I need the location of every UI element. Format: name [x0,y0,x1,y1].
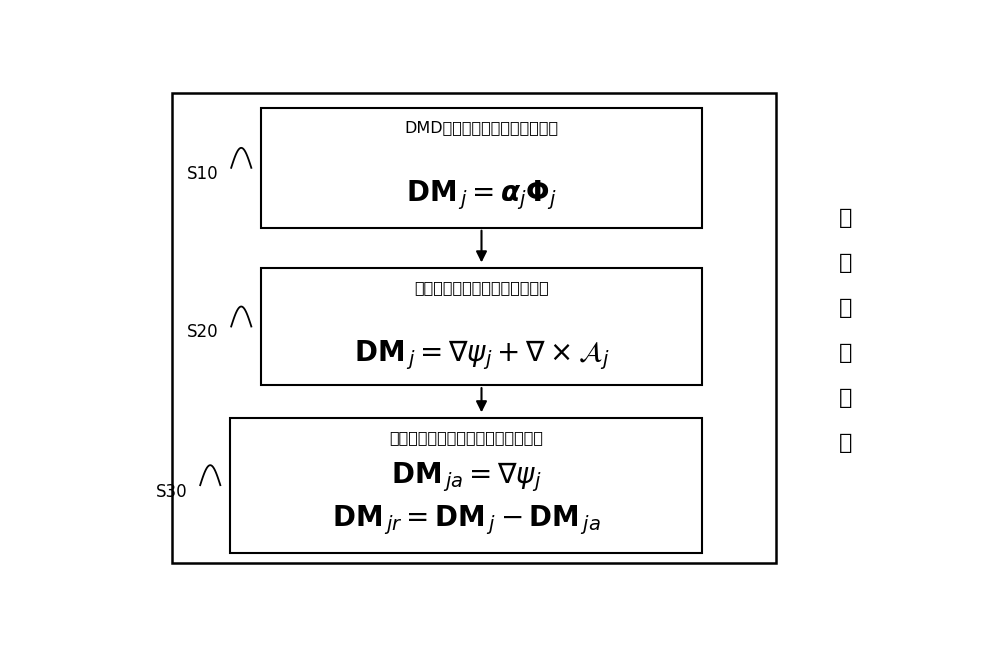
Text: 分: 分 [839,387,852,408]
Text: 流: 流 [839,208,852,228]
Bar [261,108,702,228]
Text: $\mathbf{DM}_{\,j} = \nabla\psi_{j} + \nabla \times \mathcal{A}_{j}$: $\mathbf{DM}_{\,j} = \nabla\psi_{j} + \n… [354,338,609,372]
Text: S20: S20 [187,323,218,341]
Text: $\mathbf{DM}_{\,jr} = \mathbf{DM}_{\,j} - \mathbf{DM}_{\,ja}$: $\mathbf{DM}_{\,jr} = \mathbf{DM}_{\,j} … [332,504,600,537]
Bar [230,418,702,553]
Text: 解: 解 [839,433,852,453]
Text: $\mathbf{DM}_{\,ja} = \nabla\psi_{j}$: $\mathbf{DM}_{\,ja} = \nabla\psi_{j}$ [391,460,541,494]
Text: S10: S10 [187,165,218,183]
Text: DMD模态分解，得到动态模态：: DMD模态分解，得到动态模态： [404,120,559,136]
Text: $\mathbf{DM}_{\,j} = \boldsymbol{\alpha}_{j}\boldsymbol{\Phi}_{j}$: $\mathbf{DM}_{\,j} = \boldsymbol{\alpha}… [406,178,557,212]
Bar [261,268,702,386]
Text: 模: 模 [839,298,852,318]
Text: 获得声模态速度及动力学模态速度：: 获得声模态速度及动力学模态速度： [389,430,543,445]
Text: 声: 声 [839,252,852,273]
Text: S30: S30 [156,483,187,501]
Bar [172,93,776,563]
Text: 对动态模态进行亥姆霍兹分解：: 对动态模态进行亥姆霍兹分解： [414,280,549,295]
Text: 态: 态 [839,343,852,363]
